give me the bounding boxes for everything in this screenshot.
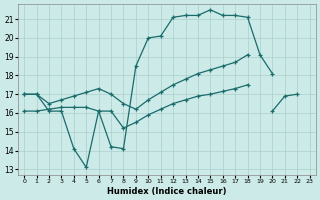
X-axis label: Humidex (Indice chaleur): Humidex (Indice chaleur) bbox=[107, 187, 227, 196]
